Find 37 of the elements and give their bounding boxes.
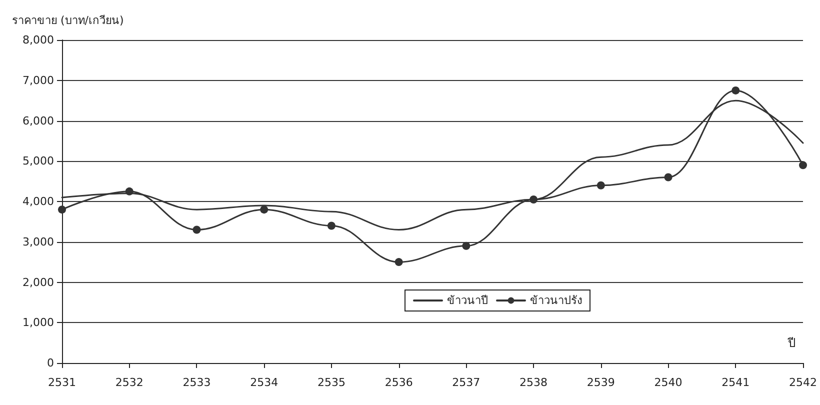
y-tick-label: 5,000 [22, 154, 54, 168]
x-tick-label: 2538 [520, 376, 548, 389]
point [394, 258, 403, 266]
x-tick-label: 2534 [250, 376, 278, 389]
y-tick-label: 2,000 [22, 276, 54, 289]
x-tick-label: 2531 [48, 376, 76, 389]
x-tick-label: 2533 [182, 376, 211, 389]
point [530, 195, 538, 204]
x-tick-label: 2542 [789, 376, 818, 389]
y-tick-label: 0 [47, 356, 54, 370]
x-tick-label: 2540 [654, 376, 682, 389]
y-tick-label: 7,000 [22, 74, 54, 87]
point [260, 206, 268, 214]
point [664, 173, 672, 182]
point [327, 222, 336, 230]
y-tick-label: 6,000 [22, 114, 54, 128]
point [58, 206, 66, 214]
point [799, 161, 808, 170]
point [596, 181, 605, 190]
y-tick-label: 1,000 [22, 316, 54, 330]
y-tick-label: 4,000 [22, 195, 54, 208]
legend-label: ข้าวนาปรัง [530, 294, 582, 307]
x-tick-label: 2537 [452, 376, 480, 389]
y-tick-label: 8,000 [22, 34, 54, 46]
x-tick-label: 2536 [384, 376, 413, 389]
legend-label: ข้าวนาปี [447, 294, 488, 307]
x-axis-title: ปี [787, 336, 796, 350]
x-tick-label: 2532 [115, 376, 144, 389]
x-tick-label: 2535 [317, 376, 346, 389]
y-tick-label: 3,000 [22, 235, 54, 248]
point [192, 226, 201, 234]
point [125, 187, 134, 196]
x-tick-label: 2541 [722, 376, 750, 389]
y-axis-title: ราคาขาย (บาท/เกวียน) [12, 14, 124, 27]
point [732, 86, 740, 94]
point [462, 242, 470, 250]
x-tick-label: 2539 [586, 376, 615, 389]
